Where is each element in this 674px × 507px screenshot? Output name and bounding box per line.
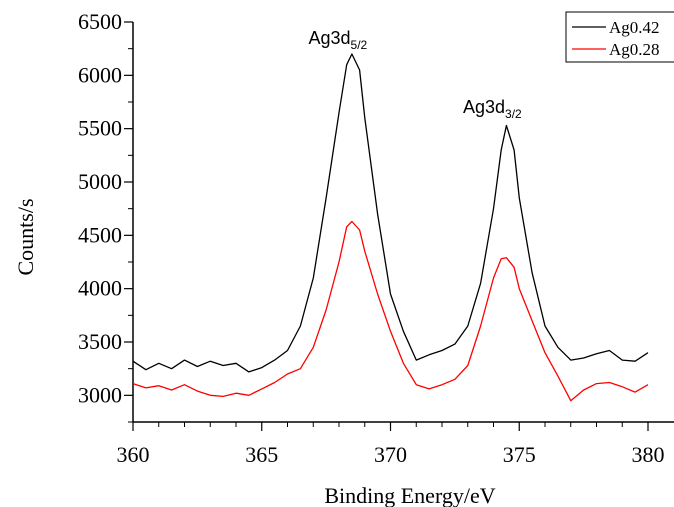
series-line-2 [132,220,649,402]
x-tick-label: 375 [503,442,536,467]
peak-label-base: Ag3d [309,28,351,48]
y-tick-label: 4500 [78,222,122,247]
y-tick-label: 6000 [78,62,122,87]
y-tick-label: 4000 [78,276,122,301]
peak-label: Ag3d3/2 [463,97,522,121]
x-tick-label: 370 [374,442,407,467]
x-axis-label: Binding Energy/eV [324,483,495,507]
peak-label-subscript: 5/2 [351,38,368,52]
x-tick-label: 380 [632,442,665,467]
plot-frame [132,22,674,423]
y-tick-label: 5000 [78,169,122,194]
peak-label-base: Ag3d [463,97,505,117]
peak-label: Ag3d5/2 [309,28,368,52]
y-tick-label: 6500 [78,9,122,34]
y-tick-label: 3500 [78,329,122,354]
peak-label-subscript: 3/2 [505,107,522,121]
legend-label: Ag0.42 [609,18,660,37]
series-layer [132,53,649,402]
legend-label: Ag0.28 [609,40,660,59]
legend-box [565,11,674,63]
x-tick-label: 365 [245,442,278,467]
x-axis: 360 365 370 375 380 [117,422,665,467]
x-tick-label: 360 [117,442,150,467]
y-axis: 3000 3500 4000 4500 5000 5500 6000 6500 [78,9,133,423]
series-line-1 [132,53,649,373]
y-tick-label: 3000 [78,382,122,407]
y-tick-label: 5500 [78,116,122,141]
legend: Ag0.42 Ag0.28 [565,11,674,63]
y-axis-label: Counts/s [13,198,38,275]
